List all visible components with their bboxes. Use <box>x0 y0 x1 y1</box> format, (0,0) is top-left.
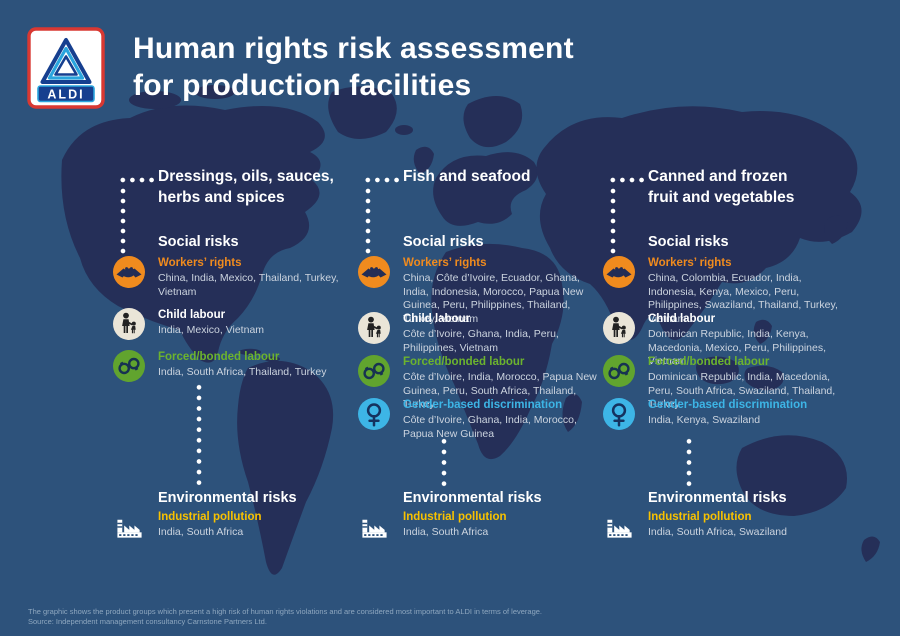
column-title: Canned and frozen fruit and vegetables <box>648 168 795 206</box>
risk-label: Workers’ rights <box>403 257 487 269</box>
handcuffs-icon <box>603 355 635 387</box>
dotted-connector-icon <box>439 436 449 488</box>
risk-child-labour: Child labour Dominican Republic, India, … <box>603 312 853 369</box>
environmental-risks-heading: Environmental risks <box>403 490 542 506</box>
risk-countries: Côte d’Ivoire, Ghana, India, Peru, Phili… <box>403 328 559 354</box>
risk-forced-bonded-labour: Forced/bonded labour Dominican Republic,… <box>603 355 853 412</box>
handshake-icon <box>113 256 145 288</box>
risk-countries: India, Mexico, Vietnam <box>158 324 265 336</box>
risk-workers-rights: Workers’ rights China, India, Mexico, Th… <box>113 256 363 299</box>
footer-note: The graphic shows the product groups whi… <box>28 607 543 626</box>
dotted-line-vertical-icon <box>608 186 618 266</box>
risk-label: Gender-based discrimination <box>403 399 563 411</box>
risk-label: Gender-based discrimination <box>648 399 808 411</box>
environmental-risks-heading: Environmental risks <box>648 490 787 506</box>
risk-industrial-pollution: Industrial pollution India, South Africa… <box>605 510 848 540</box>
risk-industrial-pollution: Industrial pollution India, South Africa <box>360 510 603 540</box>
risk-countries: Dominican Republic, India, Kenya, Macedo… <box>648 328 827 367</box>
risk-label: Industrial pollution <box>648 511 752 523</box>
risk-label: Child labour <box>648 313 716 325</box>
risk-countries: India, South Africa, Thailand, Turkey <box>158 366 327 378</box>
risk-countries: India, South Africa, Swaziland <box>648 526 787 538</box>
dotted-line-horizontal-icon <box>363 175 401 185</box>
social-risks-heading: Social risks <box>648 234 729 250</box>
dotted-line-horizontal-icon <box>118 175 156 185</box>
risk-countries: India, Kenya, Swaziland <box>648 414 761 426</box>
factory-icon <box>115 514 144 540</box>
page-title: Human rights risk assessment for product… <box>133 32 574 102</box>
risk-countries: China, India, Mexico, Thailand, Turkey, … <box>158 272 339 298</box>
dotted-connector-icon <box>194 382 204 488</box>
risk-label: Workers’ rights <box>158 257 242 269</box>
aldi-logo: ALDI <box>27 27 105 109</box>
risk-label: Child labour <box>403 313 471 325</box>
column-title: Fish and seafood <box>403 168 531 185</box>
female-symbol-icon <box>358 398 390 430</box>
risk-gender-discrimination: Gender-based discrimination India, Kenya… <box>603 398 853 430</box>
risk-gender-discrimination: Gender-based discrimination Côte d’Ivoir… <box>358 398 608 441</box>
adult-child-icon <box>358 312 390 344</box>
risk-countries: India, South Africa <box>403 526 489 538</box>
risk-countries: China, Colombia, Ecuador, India, Indones… <box>648 272 838 325</box>
risk-workers-rights: Workers’ rights China, Colombia, Ecuador… <box>603 256 853 326</box>
risk-forced-bonded-labour: Forced/bonded labour India, South Africa… <box>113 350 363 382</box>
factory-icon <box>360 514 389 540</box>
factory-icon <box>605 514 634 540</box>
handshake-icon <box>603 256 635 288</box>
dotted-line-vertical-icon <box>118 186 128 266</box>
risk-forced-bonded-labour: Forced/bonded labour Côte d’Ivoire, Indi… <box>358 355 608 412</box>
risk-countries: China, Côte d’Ivoire, Ecuador, Ghana, In… <box>403 272 584 325</box>
handshake-icon <box>358 256 390 288</box>
column-canned-frozen: Canned and frozen fruit and vegetables S… <box>603 160 853 580</box>
social-risks-heading: Social risks <box>158 234 239 250</box>
handcuffs-icon <box>358 355 390 387</box>
risk-label: Child labour <box>158 309 226 321</box>
social-risks-heading: Social risks <box>403 234 484 250</box>
column-dressings-oils-sauces: Dressings, oils, sauces, herbs and spice… <box>113 160 363 580</box>
risk-child-labour: Child labour India, Mexico, Vietnam <box>113 308 363 340</box>
risk-countries: Côte d’Ivoire, Ghana, India, Morocco, Pa… <box>403 414 577 440</box>
risk-industrial-pollution: Industrial pollution India, South Africa <box>115 510 358 540</box>
column-fish-seafood: Fish and seafood Social risks Workers’ r… <box>358 160 608 580</box>
risk-label: Industrial pollution <box>158 511 262 523</box>
risk-countries: India, South Africa <box>158 526 244 538</box>
environmental-risks-heading: Environmental risks <box>158 490 297 506</box>
risk-countries: Côte d’Ivoire, India, Morocco, Papua New… <box>403 371 597 410</box>
risk-countries: Dominican Republic, India, Macedonia, Pe… <box>648 371 836 410</box>
handcuffs-icon <box>113 350 145 382</box>
risk-workers-rights: Workers’ rights China, Côte d’Ivoire, Ec… <box>358 256 608 326</box>
risk-label: Forced/bonded labour <box>158 351 280 363</box>
dotted-connector-icon <box>684 436 694 488</box>
female-symbol-icon <box>603 398 635 430</box>
dotted-line-vertical-icon <box>363 186 373 266</box>
risk-label: Workers’ rights <box>648 257 732 269</box>
dotted-line-horizontal-icon <box>608 175 646 185</box>
risk-label: Forced/bonded labour <box>648 356 770 368</box>
adult-child-icon <box>113 308 145 340</box>
adult-child-icon <box>603 312 635 344</box>
risk-label: Industrial pollution <box>403 511 507 523</box>
risk-child-labour: Child labour Côte d’Ivoire, Ghana, India… <box>358 312 608 355</box>
aldi-logo-text: ALDI <box>47 88 84 102</box>
column-title: Dressings, oils, sauces, herbs and spice… <box>158 168 334 206</box>
risk-label: Forced/bonded labour <box>403 356 525 368</box>
